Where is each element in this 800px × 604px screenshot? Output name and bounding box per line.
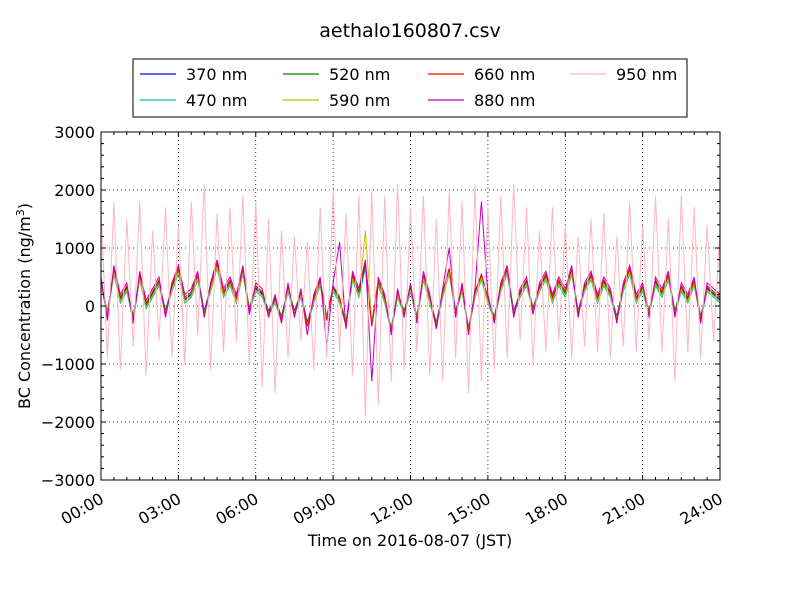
legend-label: 520 nm (329, 65, 390, 84)
legend-label: 470 nm (186, 91, 247, 110)
y-tick-label: −1000 (41, 355, 95, 374)
y-axis-label-superscript: 3 (14, 209, 27, 216)
x-tick-label: 24:00 (677, 489, 726, 529)
x-tick-label: 00:00 (58, 489, 107, 529)
legend-label: 880 nm (474, 91, 535, 110)
x-tick-label: 21:00 (599, 489, 648, 529)
x-axis-label: Time on 2016-08-07 (JST) (307, 531, 512, 550)
legend-label: 370 nm (186, 65, 247, 84)
x-tick-label: 18:00 (522, 489, 571, 529)
y-axis-label: BC Concentration (ng/m3) (14, 203, 34, 409)
legend-box (132, 58, 688, 118)
y-axis-label-end: ) (15, 203, 34, 209)
x-tick-label: 15:00 (444, 489, 493, 529)
x-tick-label: 12:00 (367, 489, 416, 529)
series-line-880-nm (100, 201, 721, 382)
y-axis-label-main: BC Concentration (ng/m (15, 216, 34, 409)
chart-title: aethalo160807.csv (319, 20, 501, 42)
y-tick-label: 0 (85, 297, 95, 316)
plot-area: −3000 −2000 −1000 0 1000 2000 3000 00:00 03:00 06… (41, 123, 726, 529)
x-tick-label: 03:00 (135, 489, 184, 529)
legend-label: 950 nm (616, 65, 677, 84)
y-tick-label: 3000 (54, 123, 95, 142)
x-tick-label: 06:00 (212, 489, 261, 529)
x-tick-label: 09:00 (290, 489, 339, 529)
legend: 370 nm 470 nm 520 nm 590 nm 660 nm 880 nm 950 … (132, 58, 688, 118)
y-tick-label: 2000 (54, 181, 95, 200)
series-line-950-nm (100, 184, 721, 417)
legend-label: 590 nm (329, 91, 390, 110)
y-tick-label: −3000 (41, 471, 95, 490)
y-tick-label: −2000 (41, 413, 95, 432)
y-tick-label: 1000 (54, 239, 95, 258)
legend-label: 660 nm (474, 65, 535, 84)
